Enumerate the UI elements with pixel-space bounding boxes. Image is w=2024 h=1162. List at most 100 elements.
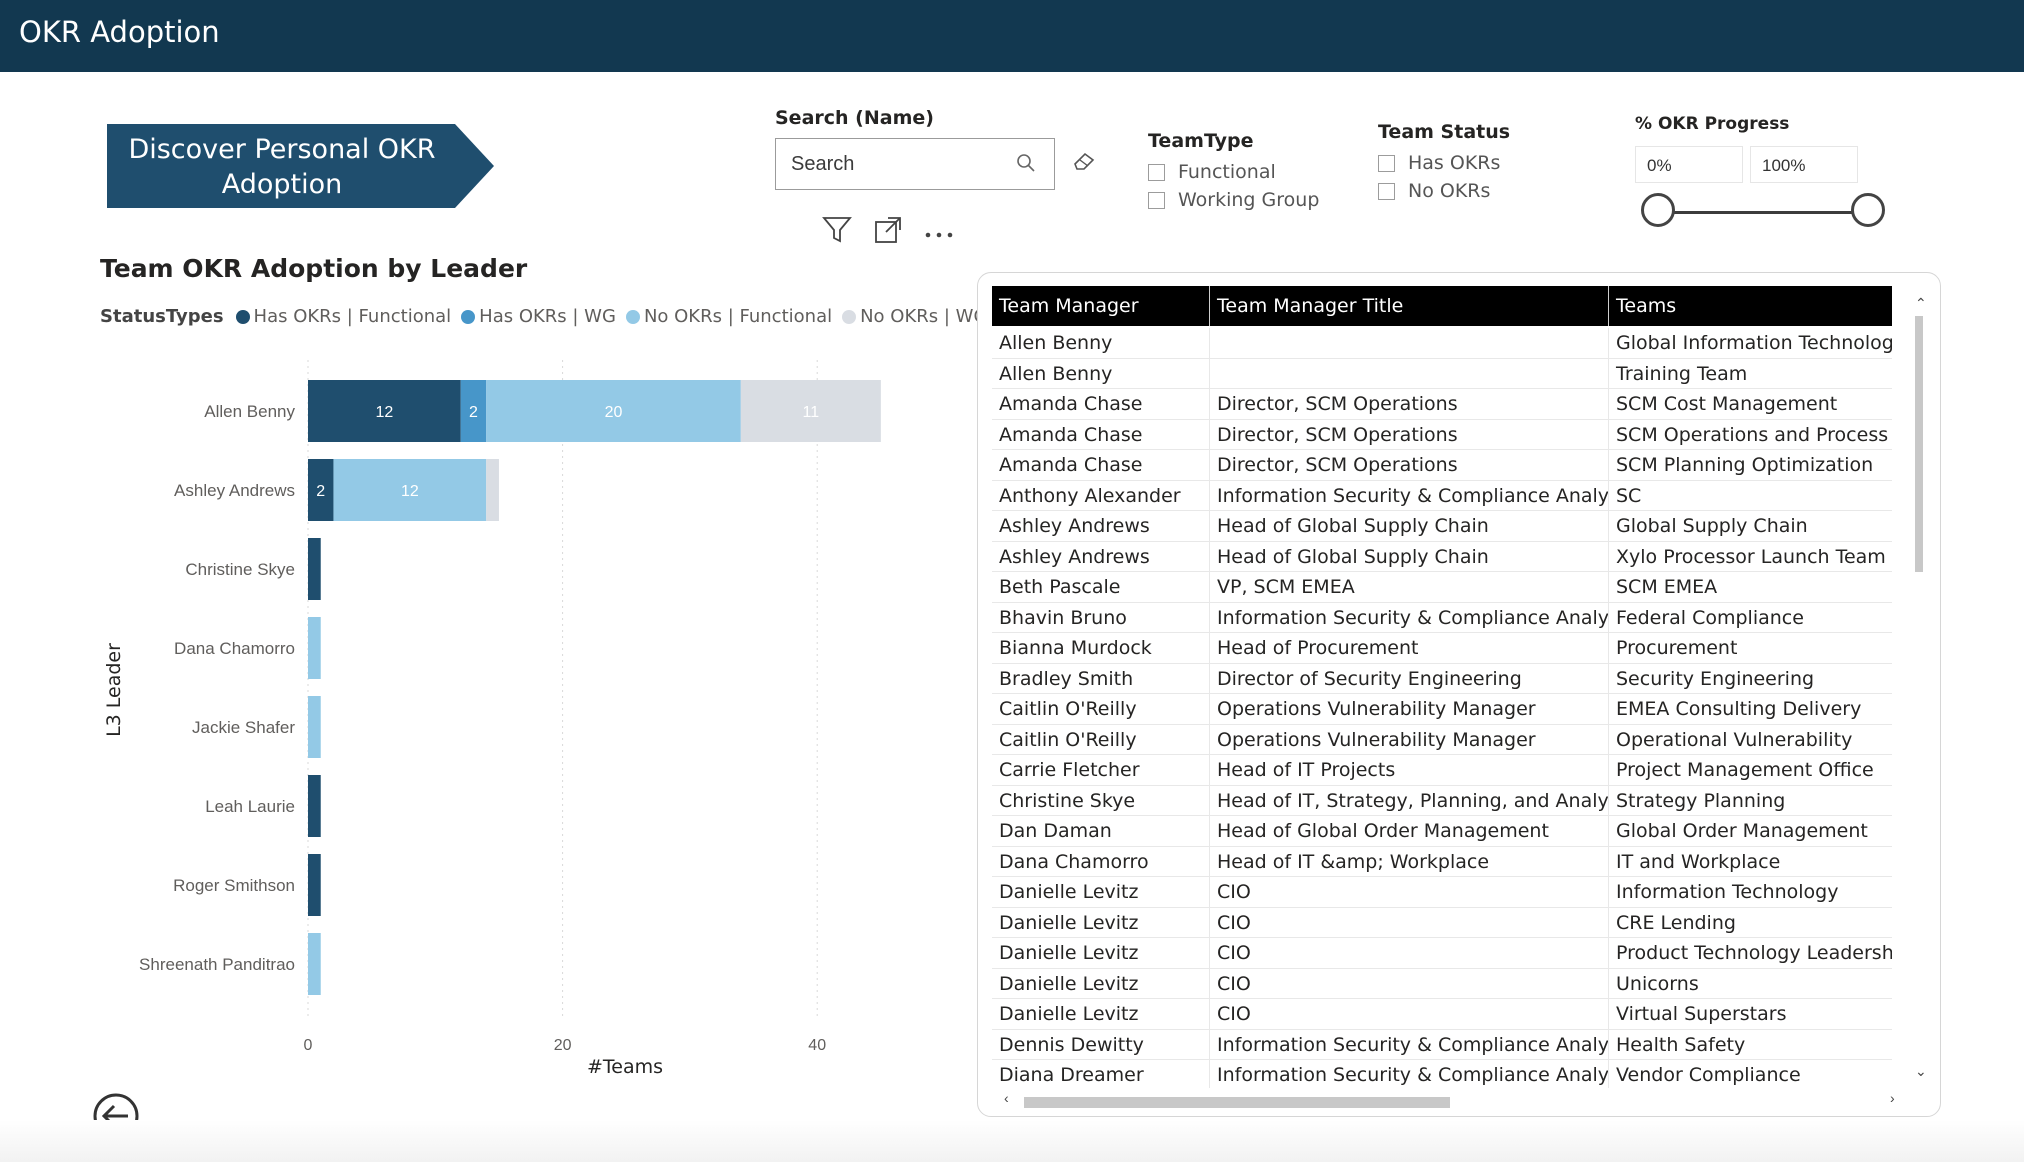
column-header-team-manager-title[interactable]: Team Manager Title [1210,286,1609,326]
table-row[interactable]: Allen Benny Training Team [992,358,1892,389]
cell-teams: SCM Cost Management [1616,393,1838,415]
bar-segment[interactable] [308,696,321,758]
cell-teams: Product Technology Leadership [1616,942,1892,964]
bar-segment[interactable] [308,933,321,995]
cell-team-manager-title: CIO [1210,877,1609,908]
scroll-left-icon[interactable]: ‹ [1004,1090,1009,1106]
cell-team-manager-title: Head of Global Supply Chain [1210,511,1609,542]
table-row[interactable]: Ashley Andrews Head of Global Supply Chai… [992,541,1892,572]
table-row[interactable]: Allen Benny Global Information Technology [992,328,1892,359]
bar-segment[interactable] [486,380,741,442]
team-status-option-no-okrs[interactable]: No OKRs [1378,180,1490,202]
bar-segment[interactable] [308,775,321,837]
table-row[interactable]: Danielle Levitz CIO Virtual Superstars [992,999,1892,1030]
table-row[interactable]: Danielle Levitz CIO Unicorns [992,968,1892,999]
data-label: 12 [375,404,393,421]
app-title: OKR Adoption [19,15,220,49]
search-icon[interactable] [1016,153,1036,178]
legend-item[interactable]: No OKRs | Functional [625,306,833,327]
okr-progress-max-input[interactable]: 100% [1750,146,1858,183]
scroll-right-icon[interactable]: › [1890,1090,1895,1106]
bar-segment[interactable] [308,538,321,600]
search-input[interactable]: Search [775,138,1055,190]
cell-team-manager: Danielle Levitz [992,938,1210,969]
checkbox[interactable] [1148,191,1165,209]
okr-progress-slider-track[interactable] [1658,211,1868,214]
checkbox[interactable] [1378,154,1395,172]
table-row[interactable]: Dana Chamorro Head of IT &amp; Workplace I… [992,846,1892,877]
table-row[interactable]: Danielle Levitz CIO Information Technology [992,877,1892,908]
legend-item[interactable]: No OKRs | WG [842,306,987,327]
checkbox[interactable] [1378,182,1395,200]
bar-segment[interactable] [308,459,334,521]
cell-team-manager: Dennis Dewitty [992,1029,1210,1060]
table-row[interactable]: Beth Pascale VP, SCM EMEA SCM EMEA [992,572,1892,603]
cell-teams: SCM Operations and Process Impro [1616,423,1892,446]
okr-progress-slider-max-handle[interactable] [1851,193,1885,227]
teamtype-option-functional[interactable]: Functional [1148,161,1276,183]
horizontal-scrollbar-thumb[interactable] [1024,1097,1450,1108]
cell-team-manager-title: Director of Security Engineering [1210,663,1609,694]
column-header-team-manager[interactable]: Team Manager [992,286,1210,326]
okr-progress-label: % OKR Progress [1635,114,1790,134]
bar-segment[interactable] [333,459,487,521]
legend-label: No OKRs | Functional [643,306,833,327]
table-row[interactable]: Bhavin Bruno Information Security & Compl… [992,602,1892,633]
legend-swatch [625,309,640,324]
more-options-icon[interactable] [924,226,954,244]
data-label: 2 [316,483,325,500]
table-row[interactable]: Caitlin O'Reilly Operations Vulnerability… [992,724,1892,755]
checkbox[interactable] [1148,163,1165,181]
y-axis-title: L3 Leader [103,643,125,737]
bar-segment[interactable] [460,380,487,442]
filter-icon[interactable] [822,216,852,249]
table-row[interactable]: Amanda Chase Director, SCM Operations SCM … [992,450,1892,481]
discover-personal-okr-button[interactable]: Discover Personal OKR Adoption [107,124,494,208]
banner-shape [107,124,494,208]
table-row[interactable]: Anthony Alexander Information Security & … [992,480,1892,511]
table-row[interactable]: Bradley Smith Director of Security Engine… [992,663,1892,694]
table-row[interactable]: Bianna Murdock Head of Procurement Procure… [992,633,1892,664]
legend-swatch [842,309,857,324]
vertical-scrollbar[interactable] [1915,316,1923,572]
bar-segment[interactable] [740,380,881,442]
focus-mode-icon[interactable] [874,216,902,249]
cell-teams: Health Safety [1616,1033,1746,1056]
cell-team-manager: Dan Daman [992,816,1210,847]
clear-search-icon[interactable] [1072,152,1096,177]
column-header-teams[interactable]: Teams [1616,295,1677,317]
bar-segment[interactable] [308,617,321,679]
table-row[interactable]: Caitlin O'Reilly Operations Vulnerability… [992,694,1892,725]
scroll-down-icon[interactable]: ⌄ [1915,1063,1927,1079]
cell-teams: Federal Compliance [1616,606,1804,629]
legend-item[interactable]: Has OKRs | Functional [235,306,451,327]
okr-progress-slider-min-handle[interactable] [1641,193,1675,227]
team-manager-table: Team Manager Team Manager Title Teams Al… [977,272,1941,1117]
table-row[interactable]: Amanda Chase Director, SCM Operations SCM … [992,389,1892,420]
table-row[interactable]: Dan Daman Head of Global Order Management… [992,816,1892,847]
legend-label: Has OKRs | WG [479,306,616,327]
bar-segment[interactable] [486,459,499,521]
cell-team-manager: Anthony Alexander [992,480,1210,511]
cell-teams: SC [1616,484,1642,507]
cell-team-manager: Danielle Levitz [992,877,1210,908]
y-tick-label: Christine Skye [185,560,295,579]
bar-segment[interactable] [308,854,321,916]
cell-teams: Global Information Technology [1616,332,1892,354]
table-row[interactable]: Diana Dreamer Information Security & Comp… [992,1060,1892,1088]
table-row[interactable]: Danielle Levitz CIO Product Technology Lea… [992,938,1892,969]
table-row[interactable]: Ashley Andrews Head of Global Supply Chai… [992,511,1892,542]
bar-segment[interactable] [308,380,461,442]
cell-team-manager: Bhavin Bruno [992,602,1210,633]
x-tick-label: 40 [808,1037,826,1054]
okr-progress-min-input[interactable]: 0% [1635,146,1743,183]
table-row[interactable]: Christine Skye Head of IT, Strategy, Plan… [992,785,1892,816]
legend-item[interactable]: Has OKRs | WG [461,306,616,327]
team-status-option-has-okrs[interactable]: Has OKRs [1378,152,1500,174]
table-row[interactable]: Carrie Fletcher Head of IT Projects Projec… [992,755,1892,786]
scroll-up-icon[interactable]: ⌃ [1915,295,1927,311]
table-row[interactable]: Amanda Chase Director, SCM Operations SCM … [992,419,1892,450]
teamtype-option-working-group[interactable]: Working Group [1148,189,1319,211]
table-row[interactable]: Dennis Dewitty Information Security & Com… [992,1029,1892,1060]
table-row[interactable]: Danielle Levitz CIO CRE Lending [992,907,1892,938]
